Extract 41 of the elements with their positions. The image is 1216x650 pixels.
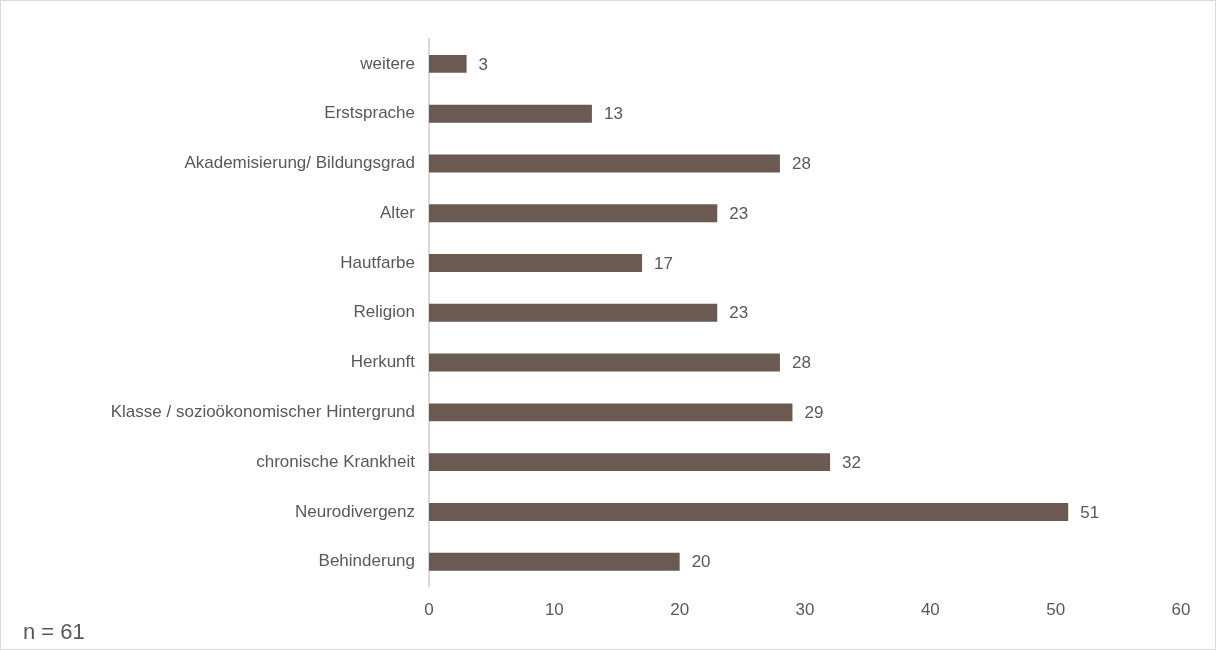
x-tick-label: 0	[424, 600, 434, 620]
data-label: 13	[603, 104, 623, 124]
y-tick-label: Religion	[353, 302, 415, 322]
data-label: 28	[791, 353, 811, 373]
x-tick-label: 40	[920, 600, 940, 620]
data-label: 23	[729, 303, 749, 323]
y-tick-label: Klasse / sozioökonomischer Hintergrund	[110, 402, 415, 422]
x-tick-label: 30	[795, 600, 815, 620]
y-tick-label: weitere	[359, 53, 415, 73]
bar	[429, 502, 1069, 521]
bar	[429, 104, 592, 123]
data-label: 51	[1080, 502, 1100, 522]
bar	[429, 552, 680, 571]
y-tick-label: Erstsprache	[324, 103, 415, 123]
bar	[429, 154, 780, 173]
x-tick-label: 50	[1046, 600, 1066, 620]
y-tick-label: chronische Krankheit	[256, 451, 416, 471]
data-label: 3	[478, 54, 489, 74]
y-tick-label: Alter	[380, 202, 416, 222]
data-label: 28	[791, 154, 811, 174]
text: n = 61	[23, 619, 85, 644]
bar	[429, 453, 831, 472]
x-tick-label: 60	[1171, 600, 1191, 620]
x-tick-label: 10	[544, 600, 564, 620]
data-label: 20	[691, 552, 711, 572]
y-tick-label: Hautfarbe	[340, 252, 415, 272]
y-tick-label: Neurodivergenz	[294, 501, 415, 521]
data-label: 32	[842, 452, 861, 472]
bar	[429, 353, 780, 372]
bar	[429, 54, 467, 73]
y-tick-label: Behinderung	[318, 551, 415, 571]
data-label: 29	[804, 403, 824, 423]
data-label: 17	[654, 253, 673, 273]
bar	[429, 403, 793, 422]
y-tick-label: Akademisierung/ Bildungsgrad	[184, 153, 415, 173]
bar	[429, 303, 718, 322]
data-label: 23	[729, 203, 749, 223]
bar	[429, 204, 718, 223]
x-tick-label: 20	[670, 600, 690, 620]
y-tick-label: Herkunft	[350, 352, 416, 372]
bar	[429, 254, 643, 272]
